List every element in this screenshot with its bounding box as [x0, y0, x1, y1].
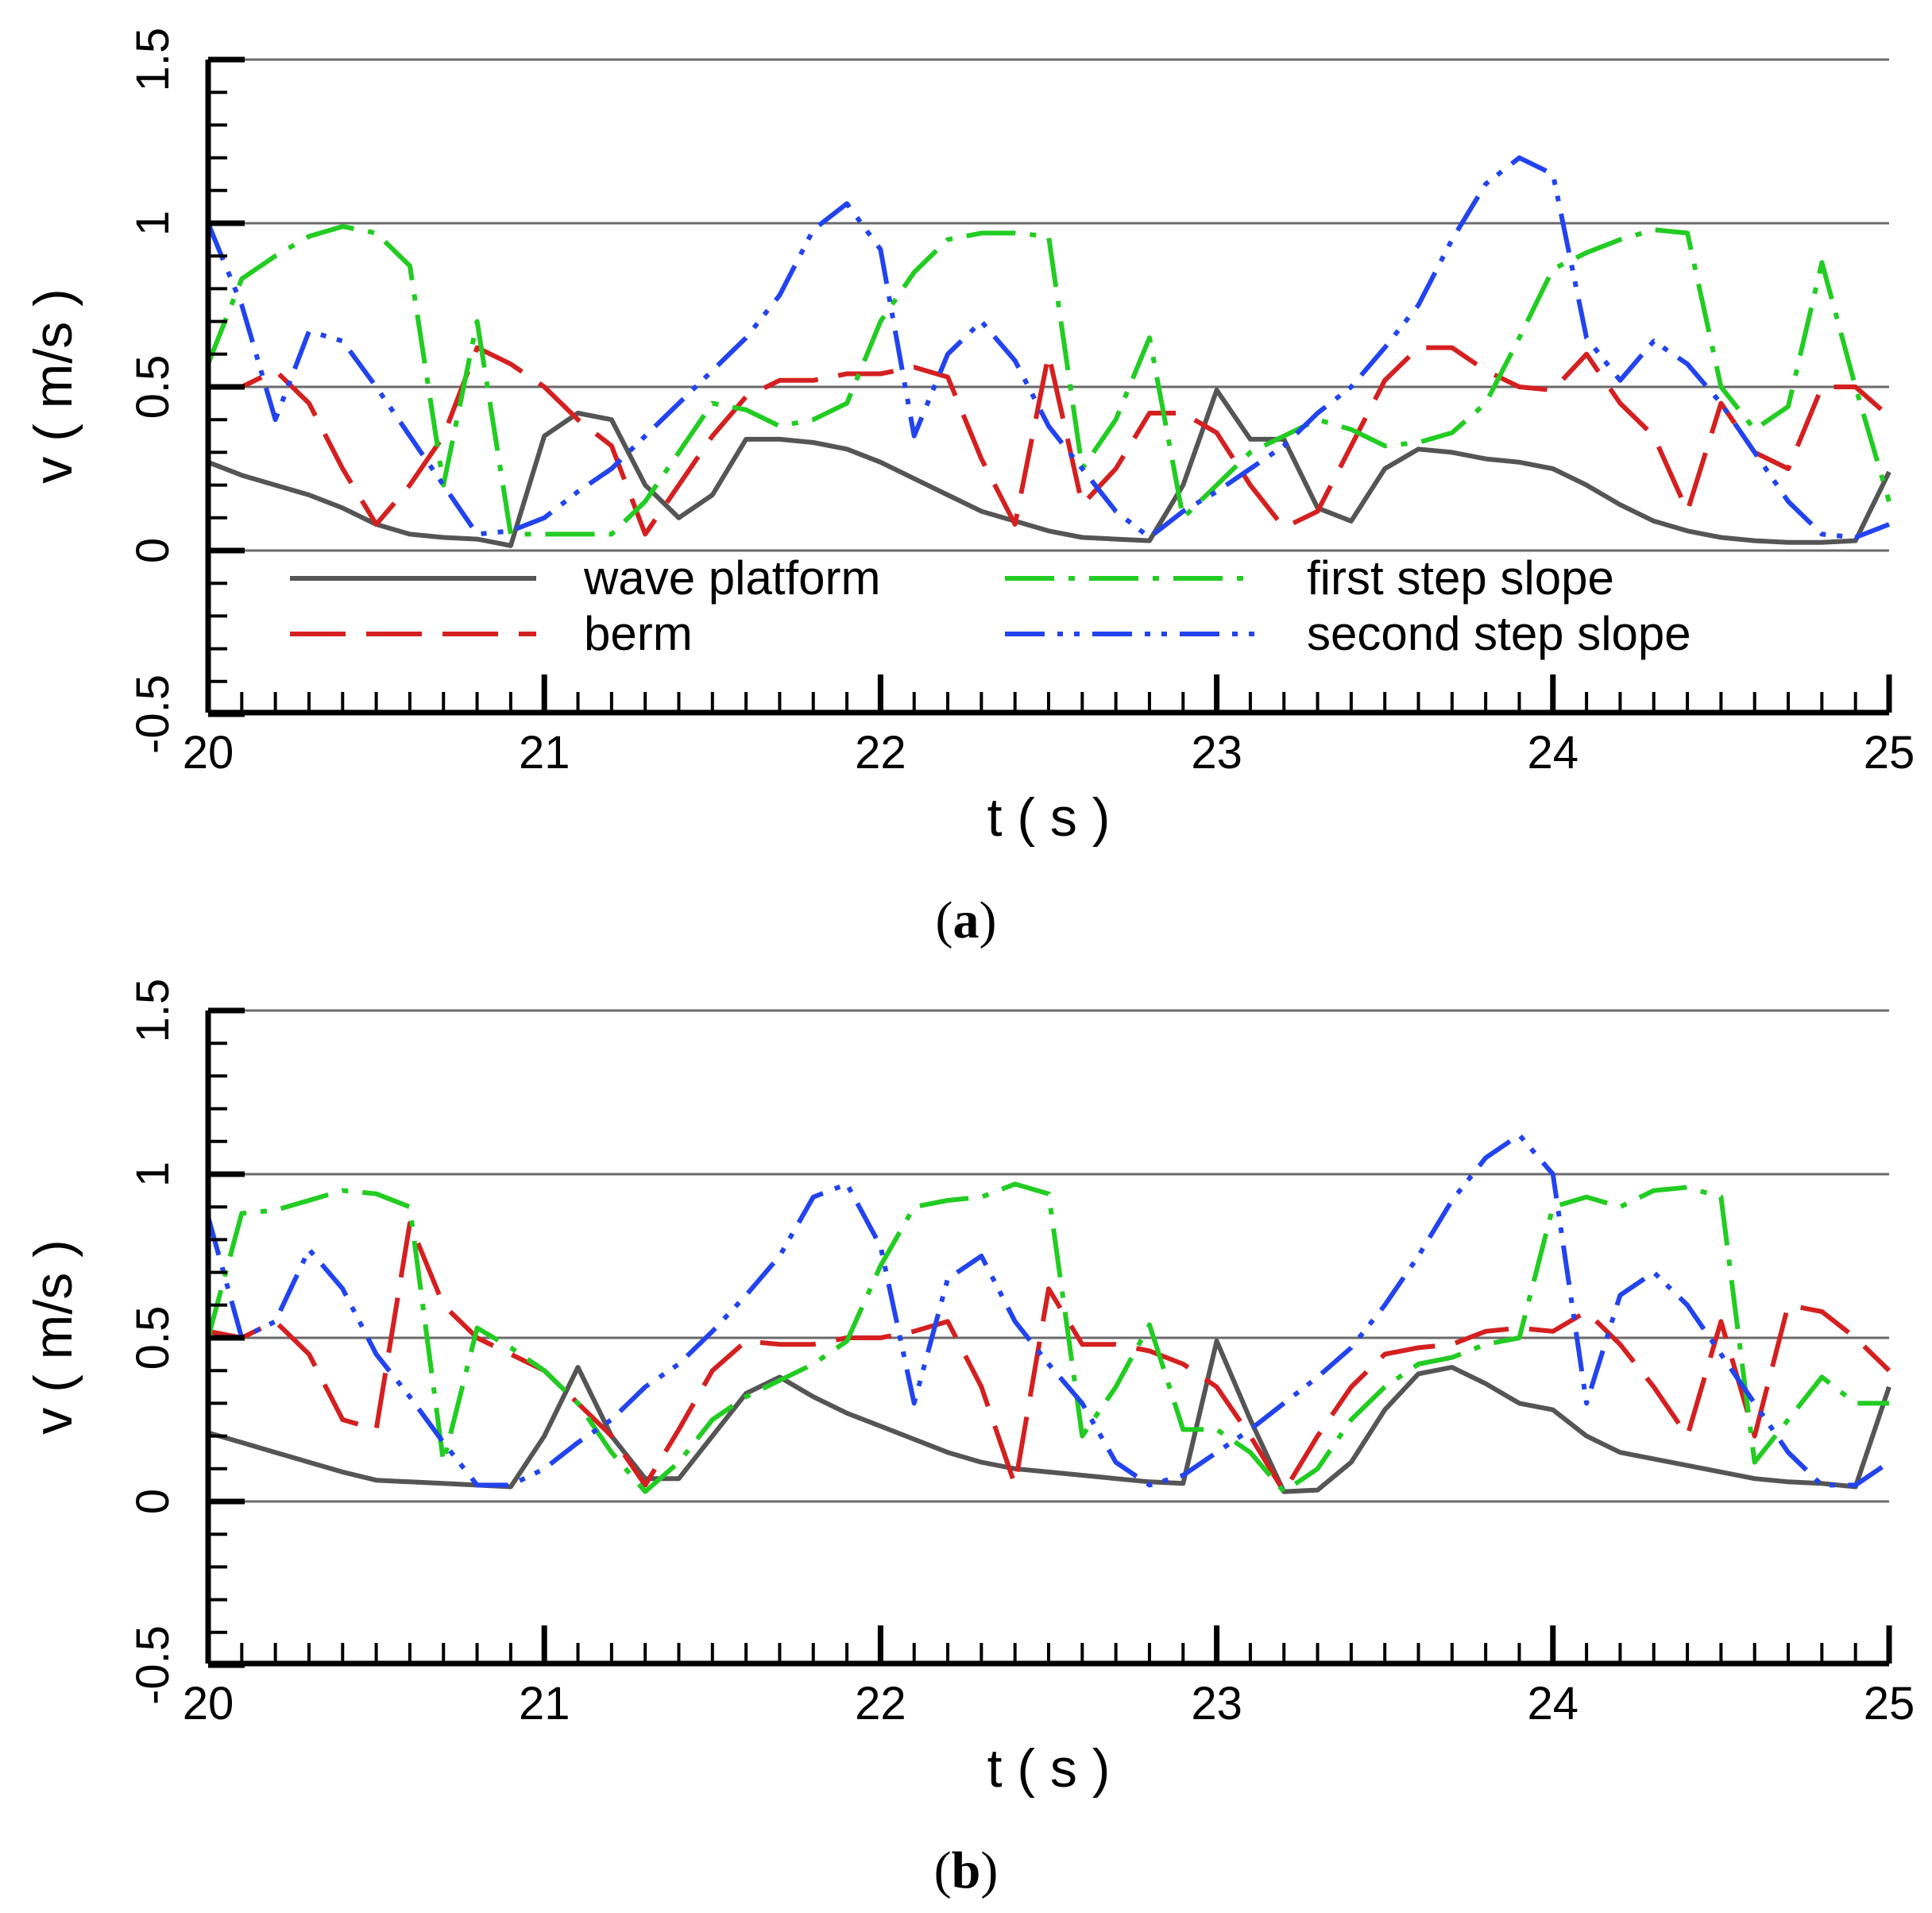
series-line-second-step-slope: [206, 1132, 1891, 1488]
x-tick-label: 22: [855, 1678, 906, 1729]
legend-label: wave platform: [583, 551, 880, 605]
x-tick-label: 23: [1191, 1678, 1242, 1729]
y-tick-label: -0.5: [127, 674, 179, 754]
y-tick-label: 1: [127, 211, 179, 236]
legend-label: first step slope: [1307, 551, 1614, 605]
y-tick-label: 0.5: [127, 355, 179, 419]
series-line-berm: [208, 345, 1891, 537]
y-tick-label: 0: [127, 1489, 179, 1514]
y-tick-label: 1.5: [127, 979, 179, 1043]
x-tick-label: 20: [183, 1678, 234, 1729]
x-tick-label: 21: [519, 1678, 570, 1729]
chart-panel-a: -0.5 0 0.5 1 1.5 20 21 22 23 24 25 v ( m/s ) t ( s )…: [23, 28, 1915, 949]
series-line-first-step-slope: [206, 224, 1891, 537]
series-line-wave-platform: [207, 388, 1891, 548]
x-tick-label: 21: [519, 727, 570, 779]
series-line-first-step-slope: [206, 1181, 1889, 1494]
x-tick-label: 23: [1191, 727, 1242, 779]
y-tick-label: 1.5: [127, 28, 179, 92]
x-tick-label: 25: [1864, 727, 1915, 779]
y-tick-label: 1: [127, 1161, 179, 1187]
series-line-berm: [207, 1220, 1891, 1494]
y-axis-title: v ( m/s ): [23, 288, 83, 484]
x-tick-label: 24: [1528, 727, 1579, 779]
legend-label: second step slope: [1307, 607, 1691, 660]
panel-caption: (b): [934, 1842, 999, 1899]
legend: wave platform first step slope berm second …: [290, 551, 1691, 660]
y-tick-label: -0.5: [127, 1625, 179, 1705]
x-tick-label: 20: [183, 727, 234, 779]
series-line-second-step-slope: [206, 155, 1891, 540]
x-tick-label: 25: [1864, 1678, 1915, 1729]
y-tick-label: 0: [127, 538, 179, 563]
y-axis-title: v ( m/s ): [23, 1239, 83, 1435]
chart-panel-b: -0.5 0 0.5 1 1.5 20 21 22 23 24 25 v ( m/s ) t ( s )…: [23, 979, 1915, 1899]
panel-caption: (a): [936, 891, 997, 949]
y-tick-label: 0.5: [127, 1306, 179, 1370]
x-tick-label: 22: [855, 727, 906, 779]
legend-label: berm: [584, 607, 693, 660]
x-axis-title: t ( s ): [987, 787, 1111, 848]
x-tick-label: 24: [1528, 1678, 1579, 1729]
x-axis-title: t ( s ): [987, 1738, 1111, 1799]
